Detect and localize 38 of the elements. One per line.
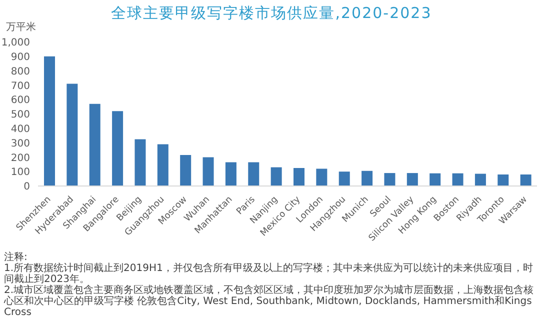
bar [520, 174, 532, 186]
bar [248, 162, 260, 186]
bar [474, 174, 486, 186]
y-tick-label: 500 [10, 110, 30, 121]
y-tick-label: 600 [10, 95, 30, 106]
bar [316, 168, 328, 186]
bar [157, 144, 168, 186]
y-tick-label: 300 [10, 138, 30, 150]
chart-title: 全球主要甲级写字楼市场供应量,2020-2023 [110, 4, 433, 23]
bar [384, 173, 396, 186]
bar [44, 56, 55, 186]
y-tick-label: 100 [10, 167, 30, 178]
y-tick-label: 800 [10, 66, 30, 78]
bar [134, 139, 146, 186]
bar [294, 168, 304, 186]
y-tick-label: 0 [24, 182, 30, 193]
bar [270, 167, 282, 186]
bar [202, 157, 214, 186]
text: 注释: [4, 252, 28, 263]
bar [66, 84, 78, 186]
text: 1.所有数据统计时间截止到2019H1，并仅包含所有甲级及以上的写字楼；其中未来供应为可以统计的未来供应项目，时间截止到2023年。 [4, 263, 533, 285]
bar [180, 155, 192, 186]
bar [406, 173, 418, 186]
y-tick-label: 1,000 [1, 38, 30, 49]
bar [338, 172, 350, 186]
bar [225, 162, 236, 186]
y-tick-label: 700 [10, 80, 30, 92]
y-tick-label: 200 [10, 152, 30, 164]
y-axis-title: 万平米 [6, 20, 36, 34]
bar [452, 173, 464, 186]
y-tick-label: 400 [10, 124, 30, 135]
bar [89, 104, 100, 186]
bar [498, 174, 509, 186]
bar [362, 170, 373, 186]
bar [112, 111, 124, 186]
text: 2.城市区域覆盖包含主要商务区或地铁覆盖区域，不包含郊区区域，其中印度班加罗尔为城市层面数据，上海数据包含核心区和次中心区的甲级写字楼 伦敦包含City, West End, Southbank, Midtown, Docklands, Hammersmith和Kings Cross [4, 285, 535, 318]
y-tick-label: 900 [10, 52, 30, 63]
bar [430, 173, 441, 186]
